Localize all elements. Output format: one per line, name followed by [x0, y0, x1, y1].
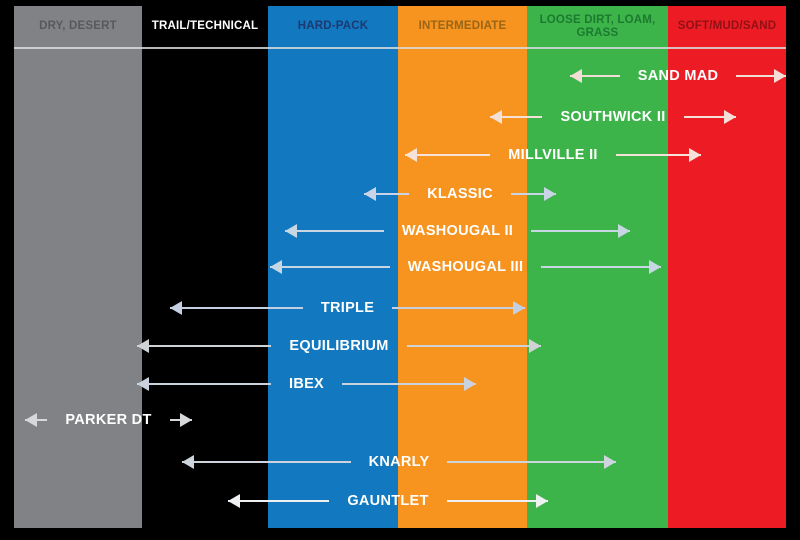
tire-range-row[interactable]: WASHOUGAL III — [270, 255, 662, 279]
tire-range-row[interactable]: PARKER DT — [25, 408, 192, 432]
tire-range-row[interactable]: SOUTHWICK II — [490, 105, 736, 129]
tire-range-row[interactable]: MILLVILLE II — [405, 143, 701, 167]
tire-range-row[interactable]: KNARLY — [182, 450, 617, 474]
range-arrow-left-icon — [364, 182, 418, 206]
range-arrow-right-icon — [727, 64, 787, 88]
tire-model-label: SAND MAD — [637, 68, 719, 84]
terrain-header-cell[interactable]: HARD-PACK — [268, 6, 398, 48]
terrain-band-soft-mud-sand — [668, 6, 786, 528]
tire-model-label: IBEX — [288, 376, 325, 392]
terrain-header-label: TRAIL/TECHNICAL — [151, 20, 259, 33]
tire-model-label: SOUTHWICK II — [560, 109, 666, 125]
tire-model-label: WASHOUGAL II — [401, 223, 514, 239]
range-arrow-left-icon — [490, 105, 551, 129]
range-arrow-left-icon — [570, 64, 629, 88]
terrain-header-cell[interactable]: TRAIL/TECHNICAL — [142, 6, 268, 48]
range-arrow-right-icon — [675, 105, 736, 129]
range-arrow-left-icon — [405, 143, 499, 167]
tire-range-row[interactable]: IBEX — [137, 372, 477, 396]
range-arrow-right-icon — [522, 219, 630, 243]
range-arrow-left-icon — [270, 255, 399, 279]
terrain-header-cell[interactable]: SOFT/MUD/SAND — [668, 6, 786, 48]
range-arrow-left-icon — [137, 372, 280, 396]
terrain-band-trail-technical — [142, 6, 268, 528]
range-arrow-right-icon — [383, 296, 526, 320]
range-arrow-right-icon — [502, 182, 556, 206]
terrain-header-label: INTERMEDIATE — [418, 20, 507, 33]
range-arrow-left-icon — [170, 296, 312, 320]
tire-range-row[interactable]: WASHOUGAL II — [285, 219, 630, 243]
terrain-band-intermediate — [398, 6, 527, 528]
range-arrow-right-icon — [607, 143, 701, 167]
tire-model-label: WASHOUGAL III — [407, 259, 524, 275]
terrain-header-label: HARD-PACK — [297, 20, 369, 33]
tire-range-row[interactable]: KLASSIC — [364, 182, 556, 206]
tire-range-row[interactable]: SAND MAD — [570, 64, 787, 88]
terrain-header-label: SOFT/MUD/SAND — [677, 20, 777, 33]
tire-model-label: GAUNTLET — [347, 493, 429, 509]
tire-range-row[interactable]: TRIPLE — [170, 296, 526, 320]
header-divider — [14, 47, 786, 49]
range-arrow-left-icon — [285, 219, 393, 243]
tire-model-label: TRIPLE — [320, 300, 375, 316]
range-arrow-left-icon — [137, 334, 280, 358]
terrain-band-dry-desert — [14, 6, 142, 528]
range-arrow-right-icon — [438, 489, 548, 513]
range-arrow-right-icon — [333, 372, 477, 396]
terrain-header-label: DRY, DESERT — [39, 20, 117, 33]
tire-model-label: PARKER DT — [65, 412, 152, 428]
range-arrow-right-icon — [532, 255, 662, 279]
range-arrow-left-icon — [182, 450, 360, 474]
range-arrow-right-icon — [438, 450, 617, 474]
terrain-header-cell[interactable]: LOOSE DIRT, LOAM, GRASS — [527, 6, 668, 48]
range-arrow-left-icon — [25, 408, 56, 432]
tire-model-label: EQUILIBRIUM — [289, 338, 389, 354]
tire-model-label: KNARLY — [368, 454, 430, 470]
tire-model-label: MILLVILLE II — [508, 147, 598, 163]
terrain-header-row: DRY, DESERT TRAIL/TECHNICAL HARD-PACK INTER… — [0, 6, 800, 48]
range-arrow-left-icon — [228, 489, 338, 513]
tire-range-row[interactable]: GAUNTLET — [228, 489, 548, 513]
tire-range-row[interactable]: EQUILIBRIUM — [137, 334, 542, 358]
terrain-header-cell[interactable]: INTERMEDIATE — [398, 6, 527, 48]
terrain-header-cell[interactable]: DRY, DESERT — [14, 6, 142, 48]
range-arrow-right-icon — [398, 334, 542, 358]
tire-model-label: KLASSIC — [427, 186, 493, 202]
range-arrow-right-icon — [161, 408, 192, 432]
terrain-header-label: LOOSE DIRT, LOAM, GRASS — [539, 13, 656, 39]
